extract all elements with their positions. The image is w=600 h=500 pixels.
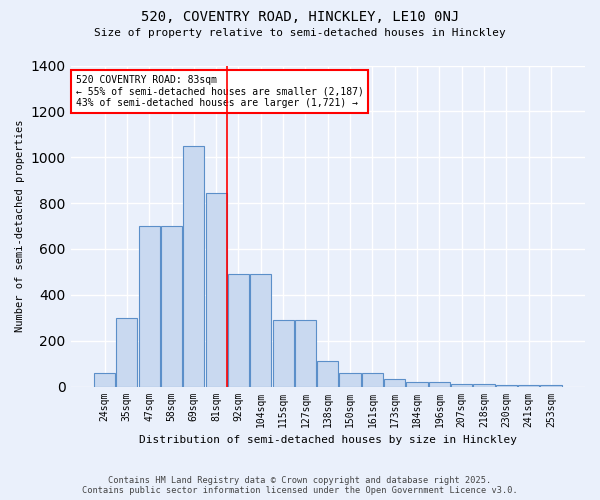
Text: 520, COVENTRY ROAD, HINCKLEY, LE10 0NJ: 520, COVENTRY ROAD, HINCKLEY, LE10 0NJ bbox=[141, 10, 459, 24]
Bar bbox=[116, 318, 137, 386]
Bar bbox=[161, 226, 182, 386]
Y-axis label: Number of semi-detached properties: Number of semi-detached properties bbox=[15, 120, 25, 332]
Bar bbox=[317, 362, 338, 386]
Bar bbox=[295, 320, 316, 386]
Bar bbox=[183, 146, 205, 386]
X-axis label: Distribution of semi-detached houses by size in Hinckley: Distribution of semi-detached houses by … bbox=[139, 435, 517, 445]
Text: 520 COVENTRY ROAD: 83sqm
← 55% of semi-detached houses are smaller (2,187)
43% o: 520 COVENTRY ROAD: 83sqm ← 55% of semi-d… bbox=[76, 75, 364, 108]
Bar bbox=[451, 384, 472, 386]
Bar bbox=[362, 373, 383, 386]
Text: Contains HM Land Registry data © Crown copyright and database right 2025.
Contai: Contains HM Land Registry data © Crown c… bbox=[82, 476, 518, 495]
Bar bbox=[139, 226, 160, 386]
Bar bbox=[340, 373, 361, 386]
Bar bbox=[250, 274, 271, 386]
Bar bbox=[228, 274, 249, 386]
Bar bbox=[429, 382, 450, 386]
Bar bbox=[406, 382, 428, 386]
Bar bbox=[206, 193, 227, 386]
Bar bbox=[473, 384, 494, 386]
Text: Size of property relative to semi-detached houses in Hinckley: Size of property relative to semi-detach… bbox=[94, 28, 506, 38]
Bar bbox=[384, 378, 406, 386]
Bar bbox=[94, 373, 115, 386]
Bar bbox=[272, 320, 294, 386]
